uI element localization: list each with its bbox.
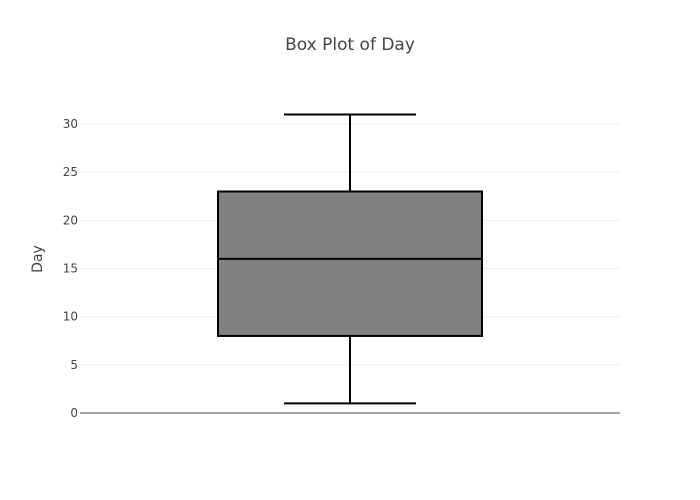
y-tick-label-30: 30 xyxy=(63,117,78,131)
y-tick-label-20: 20 xyxy=(63,213,78,227)
chart-title: Box Plot of Day xyxy=(285,35,415,55)
y-tick-labels: 0 5 10 15 20 25 30 xyxy=(63,117,78,420)
y-tick-label-5: 5 xyxy=(70,358,78,372)
y-tick-label-0: 0 xyxy=(70,406,78,420)
box-layer xyxy=(217,113,483,405)
y-tick-label-25: 25 xyxy=(63,165,78,179)
y-tick-label-15: 15 xyxy=(63,262,78,276)
interquartile-box xyxy=(217,190,483,337)
y-tick-label-10: 10 xyxy=(63,310,78,324)
y-axis-label: Day xyxy=(30,245,46,273)
